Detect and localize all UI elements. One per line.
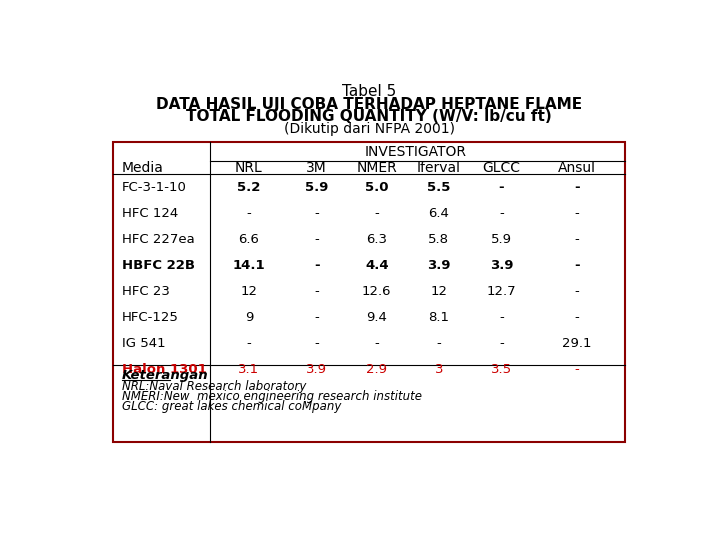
Text: 6.6: 6.6 — [238, 233, 259, 246]
Text: NMERI:New  mexico engineering research institute: NMERI:New mexico engineering research in… — [122, 390, 422, 403]
Text: -: - — [575, 285, 580, 298]
Text: 6.4: 6.4 — [428, 207, 449, 220]
Text: -: - — [499, 336, 504, 349]
Text: 5.9: 5.9 — [491, 233, 512, 246]
Text: -: - — [575, 310, 580, 323]
Text: (Dikutip dari NFPA 2001): (Dikutip dari NFPA 2001) — [284, 122, 454, 136]
Text: -: - — [499, 181, 504, 194]
Text: 5.8: 5.8 — [428, 233, 449, 246]
Text: 12.6: 12.6 — [362, 285, 392, 298]
Text: -: - — [575, 181, 580, 194]
Text: 3.1: 3.1 — [238, 362, 259, 375]
Text: Keterangan: Keterangan — [122, 369, 208, 382]
Text: Halon 1301: Halon 1301 — [122, 362, 207, 375]
Text: 5.5: 5.5 — [427, 181, 451, 194]
Text: -: - — [315, 285, 319, 298]
Text: HFC-125: HFC-125 — [122, 310, 179, 323]
Text: HFC 23: HFC 23 — [122, 285, 170, 298]
Text: HFC 227ea: HFC 227ea — [122, 233, 194, 246]
Text: NRL:Naval Research laboratory: NRL:Naval Research laboratory — [122, 380, 306, 393]
Text: NMER: NMER — [356, 160, 397, 174]
Text: -: - — [374, 207, 379, 220]
Text: -: - — [575, 259, 580, 272]
Text: HFC 124: HFC 124 — [122, 207, 178, 220]
Text: 14.1: 14.1 — [233, 259, 265, 272]
Text: -: - — [374, 336, 379, 349]
Text: -: - — [246, 207, 251, 220]
Text: 9.4: 9.4 — [366, 310, 387, 323]
Bar — [113, 142, 625, 442]
Text: 3M: 3M — [306, 160, 327, 174]
Text: IG 541: IG 541 — [122, 336, 166, 349]
Text: -: - — [314, 259, 320, 272]
Text: GLCC: great lakes chemical coMpany: GLCC: great lakes chemical coMpany — [122, 400, 341, 413]
Text: TOTAL FLOODING QUANTITY (W/V: lb/cu ft): TOTAL FLOODING QUANTITY (W/V: lb/cu ft) — [186, 109, 552, 124]
Text: Ansul: Ansul — [558, 160, 596, 174]
Text: -: - — [315, 233, 319, 246]
Text: -: - — [315, 310, 319, 323]
Text: 3: 3 — [434, 362, 443, 375]
Text: 12: 12 — [240, 285, 257, 298]
Text: 3.9: 3.9 — [427, 259, 451, 272]
Text: 8.1: 8.1 — [428, 310, 449, 323]
Text: 5.0: 5.0 — [365, 181, 389, 194]
Text: 5.9: 5.9 — [305, 181, 328, 194]
Text: 9: 9 — [245, 310, 253, 323]
Text: 3.9: 3.9 — [306, 362, 327, 375]
Text: 29.1: 29.1 — [562, 336, 592, 349]
Text: -: - — [575, 362, 580, 375]
Text: FC-3-1-10: FC-3-1-10 — [122, 181, 186, 194]
Text: 6.3: 6.3 — [366, 233, 387, 246]
Text: HBFC 22B: HBFC 22B — [122, 259, 195, 272]
Text: INVESTIGATOR: INVESTIGATOR — [364, 145, 467, 159]
Text: 2.9: 2.9 — [366, 362, 387, 375]
Text: Tabel 5: Tabel 5 — [342, 84, 396, 99]
Text: 3.9: 3.9 — [490, 259, 513, 272]
Text: Iferval: Iferval — [417, 160, 461, 174]
Text: GLCC: GLCC — [482, 160, 521, 174]
Text: 5.2: 5.2 — [237, 181, 261, 194]
Text: DATA HASIL UJI COBA TERHADAP HEPTANE FLAME: DATA HASIL UJI COBA TERHADAP HEPTANE FLA… — [156, 97, 582, 112]
Text: -: - — [575, 233, 580, 246]
Text: Media: Media — [122, 160, 163, 174]
Text: 12: 12 — [431, 285, 447, 298]
Text: 4.4: 4.4 — [365, 259, 389, 272]
Text: -: - — [499, 310, 504, 323]
Text: -: - — [315, 207, 319, 220]
Text: 3.5: 3.5 — [491, 362, 512, 375]
Text: -: - — [315, 336, 319, 349]
Text: -: - — [499, 207, 504, 220]
Text: -: - — [436, 336, 441, 349]
Text: -: - — [246, 336, 251, 349]
Text: NRL: NRL — [235, 160, 263, 174]
Text: 12.7: 12.7 — [487, 285, 516, 298]
Text: -: - — [575, 207, 580, 220]
